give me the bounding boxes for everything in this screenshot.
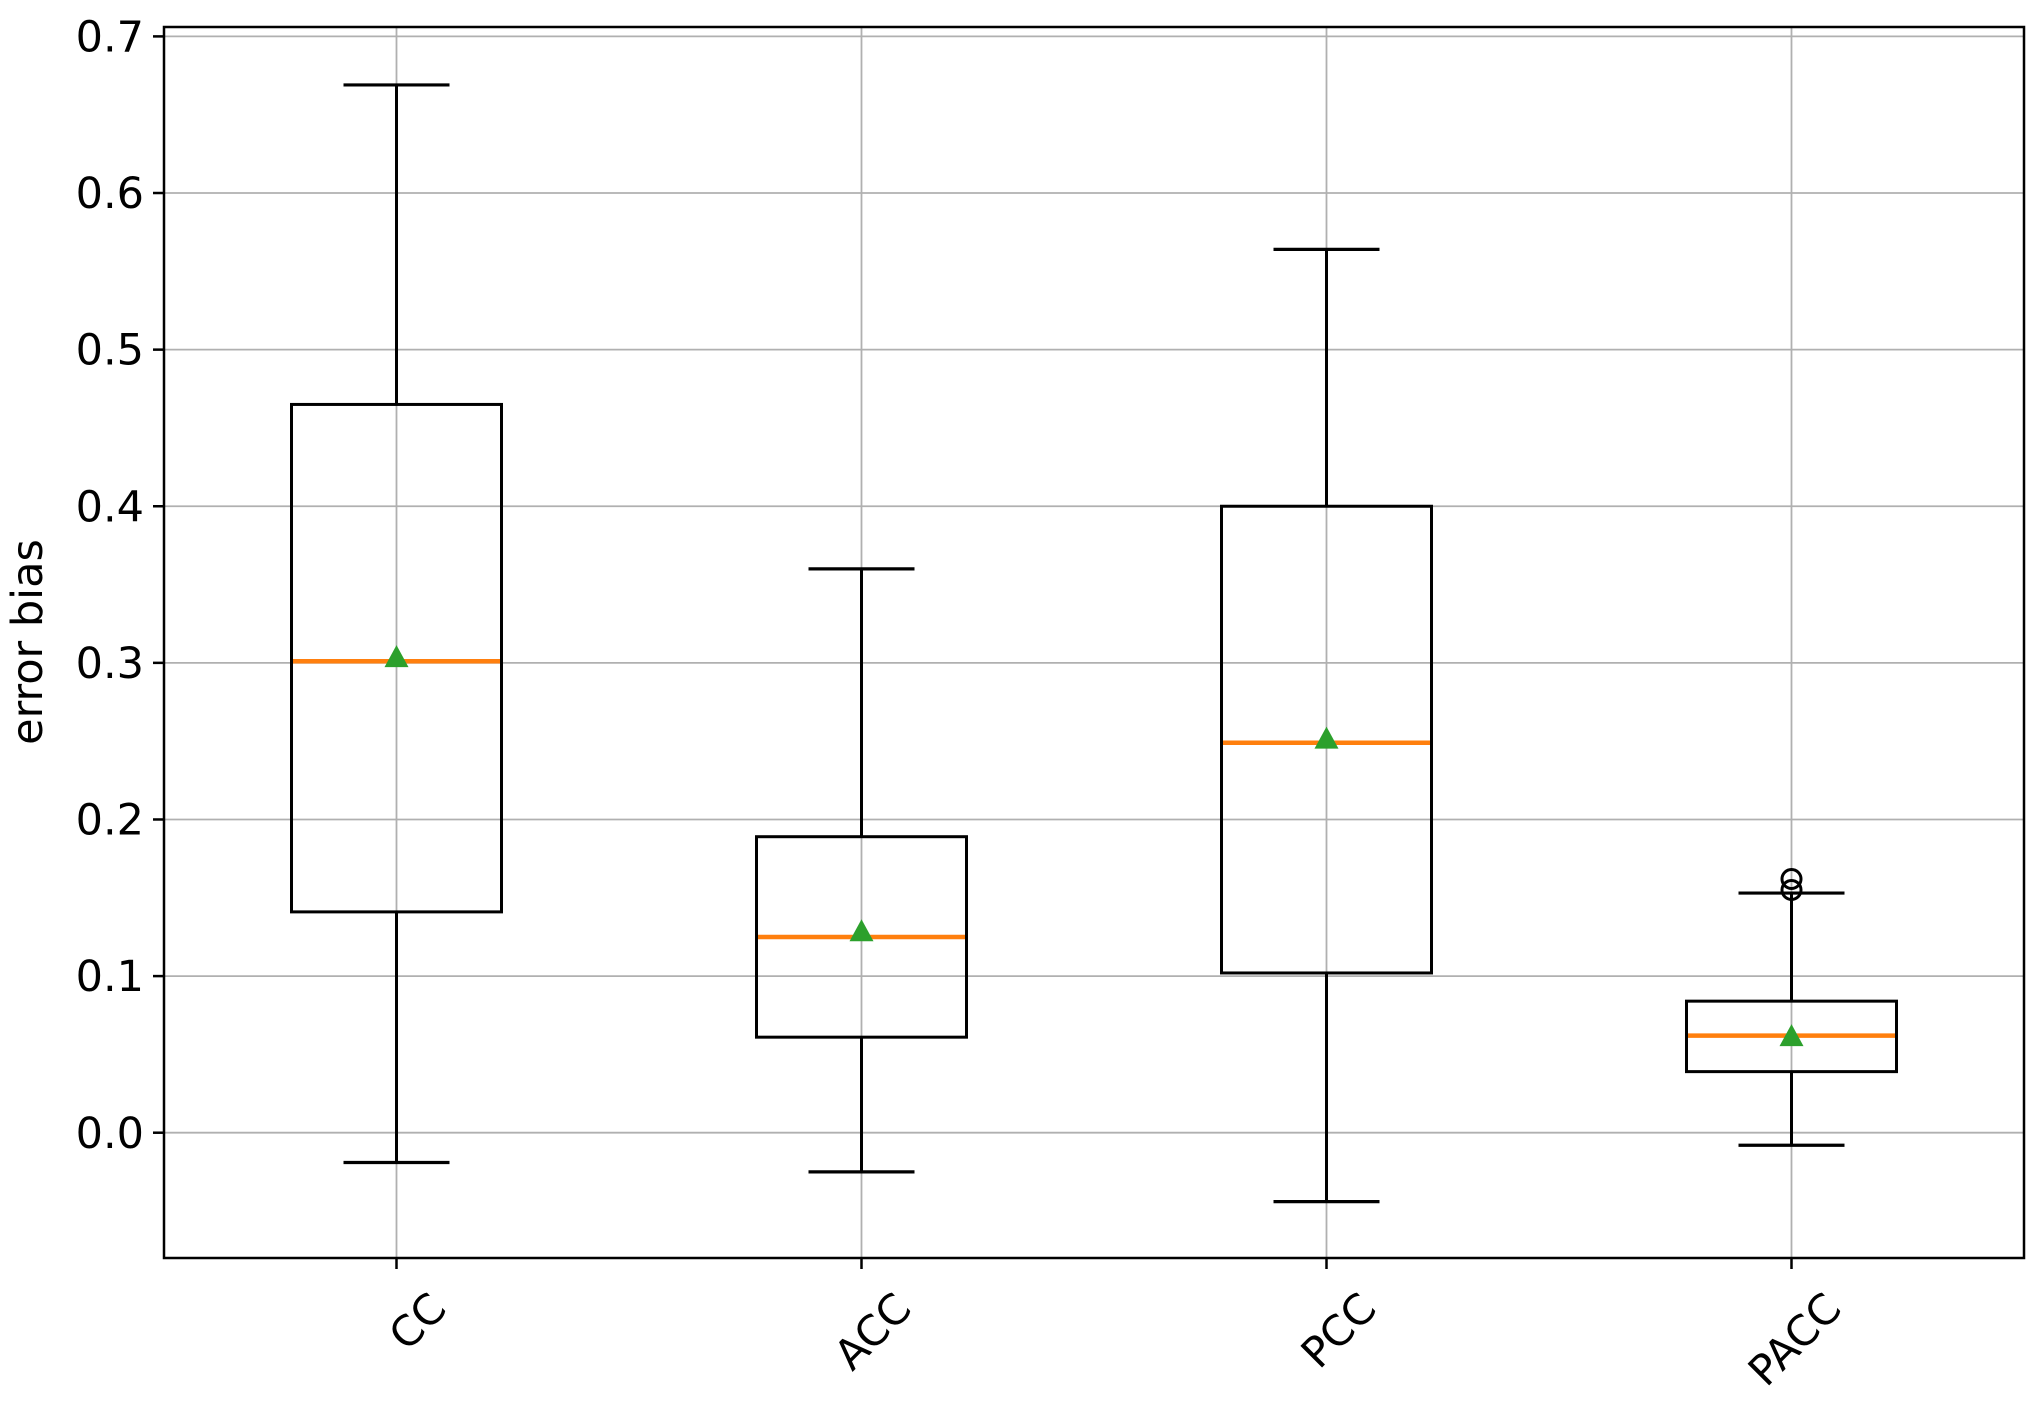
plot-border	[162, 25, 2026, 1260]
pacc-iqr-box	[1685, 999, 1898, 1074]
y-tick-label-0.5: 0.5	[76, 326, 144, 376]
pacc-outlier-0	[1780, 878, 1803, 901]
y-axis-label: error bias	[3, 539, 53, 745]
box-group-pcc	[1220, 247, 1433, 1204]
box-group-pacc	[1685, 867, 1898, 1147]
y-tick-label-0.2: 0.2	[76, 796, 144, 846]
box-layer	[290, 83, 1898, 1204]
y-tick-label-0.0: 0.0	[76, 1109, 144, 1159]
pacc-mean-marker	[1779, 1024, 1804, 1047]
pacc-outlier-1	[1780, 867, 1803, 890]
cc-mean-marker	[384, 645, 409, 668]
y-tick-label-0.3: 0.3	[76, 639, 144, 689]
box-group-acc	[755, 567, 968, 1174]
box-group-cc	[290, 83, 503, 1165]
acc-mean-marker	[849, 919, 874, 942]
y-tick-label-0.1: 0.1	[76, 952, 144, 1002]
y-tick-label-0.6: 0.6	[76, 169, 144, 219]
y-tick-label-0.7: 0.7	[76, 12, 144, 62]
pcc-mean-marker	[1314, 726, 1339, 749]
pcc-iqr-box	[1220, 504, 1433, 975]
acc-iqr-box	[755, 835, 968, 1039]
y-tick-label-0.4: 0.4	[76, 482, 144, 532]
axes-layer: 0.00.10.20.30.40.50.60.7CC ACC PCC PACC	[76, 12, 2026, 1395]
cc-iqr-box	[290, 402, 503, 914]
